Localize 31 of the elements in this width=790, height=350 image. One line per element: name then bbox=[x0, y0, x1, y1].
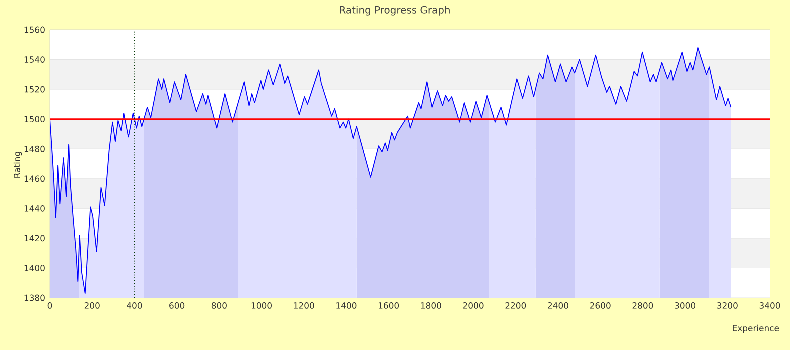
y-tick-label: 1520 bbox=[24, 86, 45, 93]
x-tick-label: 400 bbox=[127, 302, 142, 309]
x-tick-label: 1200 bbox=[294, 302, 314, 309]
chart-title: Rating Progress Graph bbox=[340, 6, 450, 16]
x-tick-label: 1800 bbox=[421, 302, 442, 309]
x-tick-label: 3200 bbox=[718, 302, 738, 309]
x-tick-label: 2200 bbox=[506, 302, 526, 309]
y-tick-label: 1460 bbox=[24, 176, 45, 182]
y-tick-label: 1480 bbox=[24, 146, 45, 152]
x-tick-label: 3000 bbox=[675, 302, 696, 309]
y-tick-label: 1540 bbox=[24, 56, 45, 63]
x-tick-label: 2400 bbox=[548, 302, 568, 309]
y-tick-label: 1500 bbox=[24, 116, 45, 123]
y-axis-title: Rating bbox=[14, 152, 22, 178]
x-tick-label: 2000 bbox=[463, 302, 484, 309]
x-tick-label: 1600 bbox=[378, 302, 400, 309]
y-tick-label: 1380 bbox=[24, 294, 45, 302]
y-tick-label: 1400 bbox=[24, 265, 45, 272]
x-tick-label: 200 bbox=[84, 302, 100, 309]
y-tick-label: 1440 bbox=[24, 205, 45, 212]
x-tick-label: 3400 bbox=[760, 302, 780, 309]
x-tick-label: 0 bbox=[48, 302, 52, 309]
y-tick-label: 1560 bbox=[24, 26, 45, 34]
y-tick-label: 1420 bbox=[24, 235, 45, 242]
x-tick-label: 1400 bbox=[336, 302, 357, 309]
x-tick-label: 2800 bbox=[632, 302, 654, 309]
x-tick-label: 800 bbox=[212, 302, 227, 309]
x-tick-label: 1000 bbox=[252, 302, 272, 309]
x-tick-label: 2600 bbox=[590, 302, 611, 309]
x-tick-label: 600 bbox=[170, 302, 185, 309]
x-axis-title: Experience bbox=[733, 324, 780, 334]
